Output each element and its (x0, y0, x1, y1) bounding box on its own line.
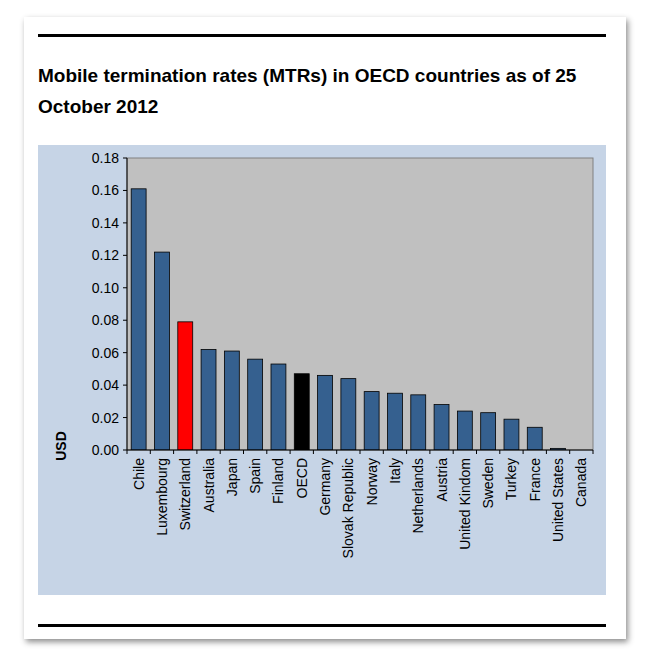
bar (271, 364, 286, 450)
y-tick (123, 320, 127, 321)
title: Mobile termination rates (MTRs) in OECD … (38, 60, 613, 122)
bars (131, 189, 565, 450)
y-tick (123, 222, 127, 223)
x-tick-label: Canada (573, 458, 589, 507)
bar (318, 375, 333, 450)
x-tick (406, 450, 407, 454)
x-tick (429, 450, 430, 454)
bar (131, 189, 146, 450)
y-tick-label: 0.16 (92, 182, 119, 198)
y-tick-label: 0.14 (92, 215, 119, 231)
x-tick (569, 450, 570, 454)
x-tick (220, 450, 221, 454)
x-tick-label: Germany (317, 458, 333, 516)
y-tick (123, 385, 127, 386)
y-tick-label: 0.04 (92, 377, 119, 393)
y-tick-label: 0.12 (92, 247, 119, 263)
bar (178, 322, 193, 450)
bar (504, 419, 519, 450)
x-tick-label: Turkey (503, 458, 519, 500)
x-tick-label: Sweden (480, 458, 496, 509)
x-tick-label: OECD (294, 458, 310, 498)
bar (387, 393, 402, 450)
x-tick-label: Australia (201, 458, 217, 513)
y-tick (123, 450, 127, 451)
bar (224, 351, 239, 450)
x-tick (476, 450, 477, 454)
x-tick (593, 450, 594, 454)
chart-background (38, 145, 606, 595)
x-tick-label: Netherlands (410, 458, 426, 534)
x-tick (196, 450, 197, 454)
x-tick (546, 450, 547, 454)
x-tick (336, 450, 337, 454)
bar (248, 359, 263, 450)
bar (294, 374, 309, 450)
bar (457, 411, 472, 450)
chart: 0.00 0.02 0.04 0.06 0.08 0.10 0.12 0.14 0.16 0.18… (0, 0, 652, 668)
x-tick-label: Norway (364, 458, 380, 505)
x-tick-label: Slovak Republic (340, 458, 356, 558)
y-tick (123, 190, 127, 191)
x-tick-label: Switzerland (177, 458, 193, 530)
bottom-rule (38, 624, 606, 627)
bar (434, 405, 449, 450)
top-rule (38, 34, 606, 37)
y-tick-label: 0.10 (92, 280, 119, 296)
x-tick (150, 450, 151, 454)
x-tick (360, 450, 361, 454)
x-tick-label: United Kindom (457, 458, 473, 550)
x-tick-label: Spain (247, 458, 263, 494)
x-tick (383, 450, 384, 454)
y-tick-label: 0.06 (92, 345, 119, 361)
y-tick (123, 417, 127, 418)
x-tick-label: Japan (224, 458, 240, 496)
y-axis (127, 158, 128, 450)
y-tick (123, 255, 127, 256)
bar (481, 413, 496, 450)
y-tick-label: 0.08 (92, 312, 119, 328)
y-tick-label: 0.00 (92, 442, 119, 458)
x-tick (290, 450, 291, 454)
bar (411, 395, 426, 450)
x-tick (243, 450, 244, 454)
x-tick-label: Chile (131, 458, 147, 490)
y-tick (123, 352, 127, 353)
x-tick-label: France (527, 458, 543, 502)
y-tick-label: 0.18 (92, 150, 119, 166)
x-tick-label: Finland (270, 458, 286, 504)
y-tick (123, 158, 127, 159)
x-tick (313, 450, 314, 454)
bar (341, 379, 356, 450)
x-tick-label: United States (550, 458, 566, 542)
bar (527, 427, 542, 450)
x-tick (523, 450, 524, 454)
plot-area (127, 158, 593, 450)
bar (201, 349, 216, 450)
y-axis-label: USD (53, 431, 69, 461)
y-tick-label: 0.02 (92, 410, 119, 426)
x-tick-label: Austria (434, 458, 450, 502)
x-tick-label: Italy (387, 458, 403, 484)
bar (154, 252, 169, 450)
x-tick-label: Luxembourg (154, 458, 170, 536)
bar (364, 392, 379, 450)
x-tick (173, 450, 174, 454)
x-tick (266, 450, 267, 454)
x-tick (127, 450, 128, 454)
x-tick (499, 450, 500, 454)
y-tick (123, 287, 127, 288)
x-tick (453, 450, 454, 454)
